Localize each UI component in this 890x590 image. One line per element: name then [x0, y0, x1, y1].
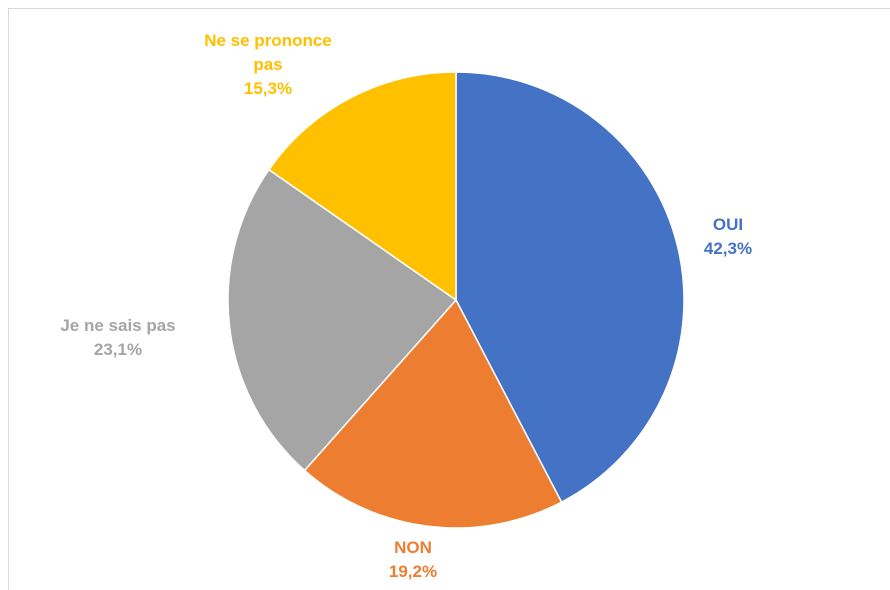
category-label: Je ne sais pas: [60, 316, 176, 335]
chart-frame: [8, 8, 890, 590]
pie-slice: [227, 168, 458, 472]
slice-label: Ne se prononce pas 15,3%: [203, 29, 333, 101]
pie-slice: [267, 71, 457, 302]
slice-label: OUI 42,3%: [653, 213, 803, 261]
value-label: 42,3%: [703, 239, 753, 258]
slice-label: Je ne sais pas 23,1%: [43, 314, 193, 362]
category-label: Ne se prononce pas: [204, 31, 332, 74]
slice-label: NON 19,2%: [338, 536, 488, 584]
value-label: 23,1%: [93, 340, 143, 359]
pie-slice: [303, 298, 563, 529]
category-label: NON: [394, 538, 432, 557]
pie-slice: [455, 71, 685, 504]
value-label: 19,2%: [388, 562, 438, 581]
category-label: OUI: [712, 215, 744, 234]
value-label: 15,3%: [243, 79, 293, 98]
